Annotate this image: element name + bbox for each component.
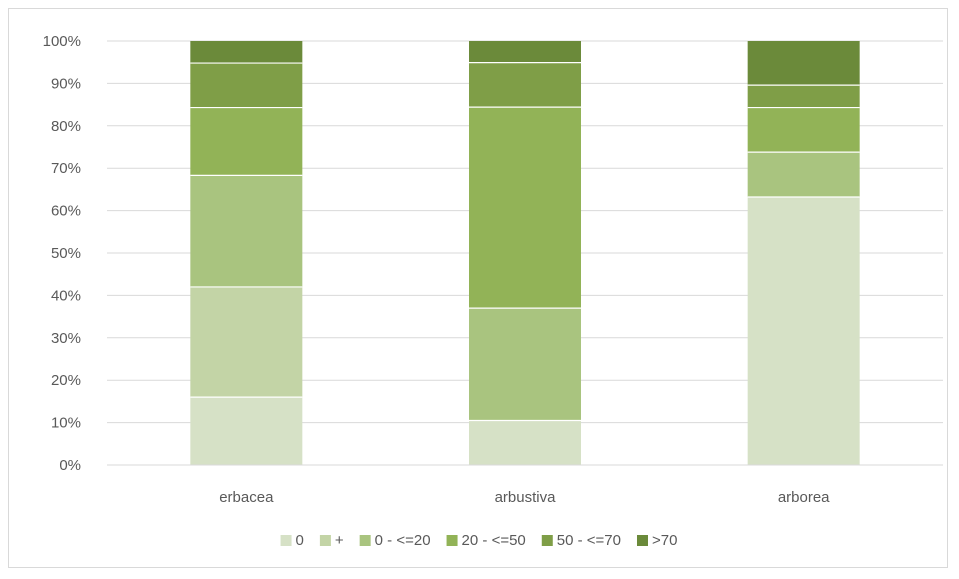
bar-segment	[747, 152, 860, 198]
legend-swatch	[359, 535, 371, 546]
legend-swatch	[636, 535, 648, 546]
bar-segment	[190, 175, 303, 287]
legend-swatch	[280, 535, 292, 546]
stacked-bar-chart: 0% 10% 20% 30% 40% 50% 60% 70% 80% 90% 100% erbace…	[43, 33, 943, 549]
legend-item: 20 - <=50	[446, 532, 526, 549]
legend-label: +	[335, 532, 344, 549]
bar-segment	[747, 107, 860, 153]
legend-label: >70	[652, 532, 677, 549]
bars	[190, 41, 860, 466]
legend-item: 50 - <=70	[541, 532, 621, 549]
bar-segment	[469, 420, 581, 465]
bar-segment	[469, 308, 581, 421]
bar-segment	[469, 107, 581, 309]
legend-item: 0 - <=20	[359, 532, 431, 549]
y-tick-label: 40%	[51, 287, 81, 304]
legend-label: 0	[296, 532, 304, 549]
bar-segment	[747, 197, 860, 466]
legend-item: 0	[280, 532, 304, 549]
chart-frame: 0% 10% 20% 30% 40% 50% 60% 70% 80% 90% 100% erbace…	[8, 8, 948, 568]
bar-segment	[469, 62, 581, 108]
legend-item: >70	[636, 532, 677, 549]
legend-label: 50 - <=70	[557, 532, 621, 549]
bar-segment	[190, 397, 303, 465]
bar-segment	[190, 107, 303, 176]
y-tick-label: 20%	[51, 372, 81, 389]
bar-segment	[469, 41, 581, 63]
legend-swatch	[319, 535, 331, 546]
y-tick-label: 80%	[51, 118, 81, 135]
legend-swatch	[541, 535, 553, 546]
legend-label: 20 - <=50	[462, 532, 526, 549]
x-tick-label: arborea	[778, 489, 830, 506]
x-tick-label: erbacea	[219, 489, 274, 506]
y-tick-label: 50%	[51, 245, 81, 262]
y-tick-label: 70%	[51, 160, 81, 177]
y-tick-label: 10%	[51, 415, 81, 432]
y-tick-label: 60%	[51, 203, 81, 220]
x-axis-ticks: erbacea arbustiva arborea	[107, 464, 943, 506]
legend-item: +	[319, 532, 344, 549]
y-tick-label: 0%	[59, 457, 81, 474]
bar-segment	[747, 41, 860, 86]
y-tick-label: 30%	[51, 330, 81, 347]
y-tick-label: 90%	[51, 75, 81, 92]
y-axis-ticks: 0% 10% 20% 30% 40% 50% 60% 70% 80% 90% 100%	[43, 33, 81, 474]
y-tick-label: 100%	[43, 33, 81, 50]
legend-label: 0 - <=20	[375, 532, 431, 549]
legend: 0 +0 - <=20 20 - <=50 50 - <=70 >70	[280, 532, 677, 549]
bar-segment	[747, 85, 860, 108]
legend-swatch	[446, 535, 458, 546]
bar-segment	[190, 286, 303, 398]
x-tick-label: arbustiva	[495, 489, 557, 506]
bar-segment	[190, 41, 303, 64]
bar-segment	[190, 63, 303, 108]
